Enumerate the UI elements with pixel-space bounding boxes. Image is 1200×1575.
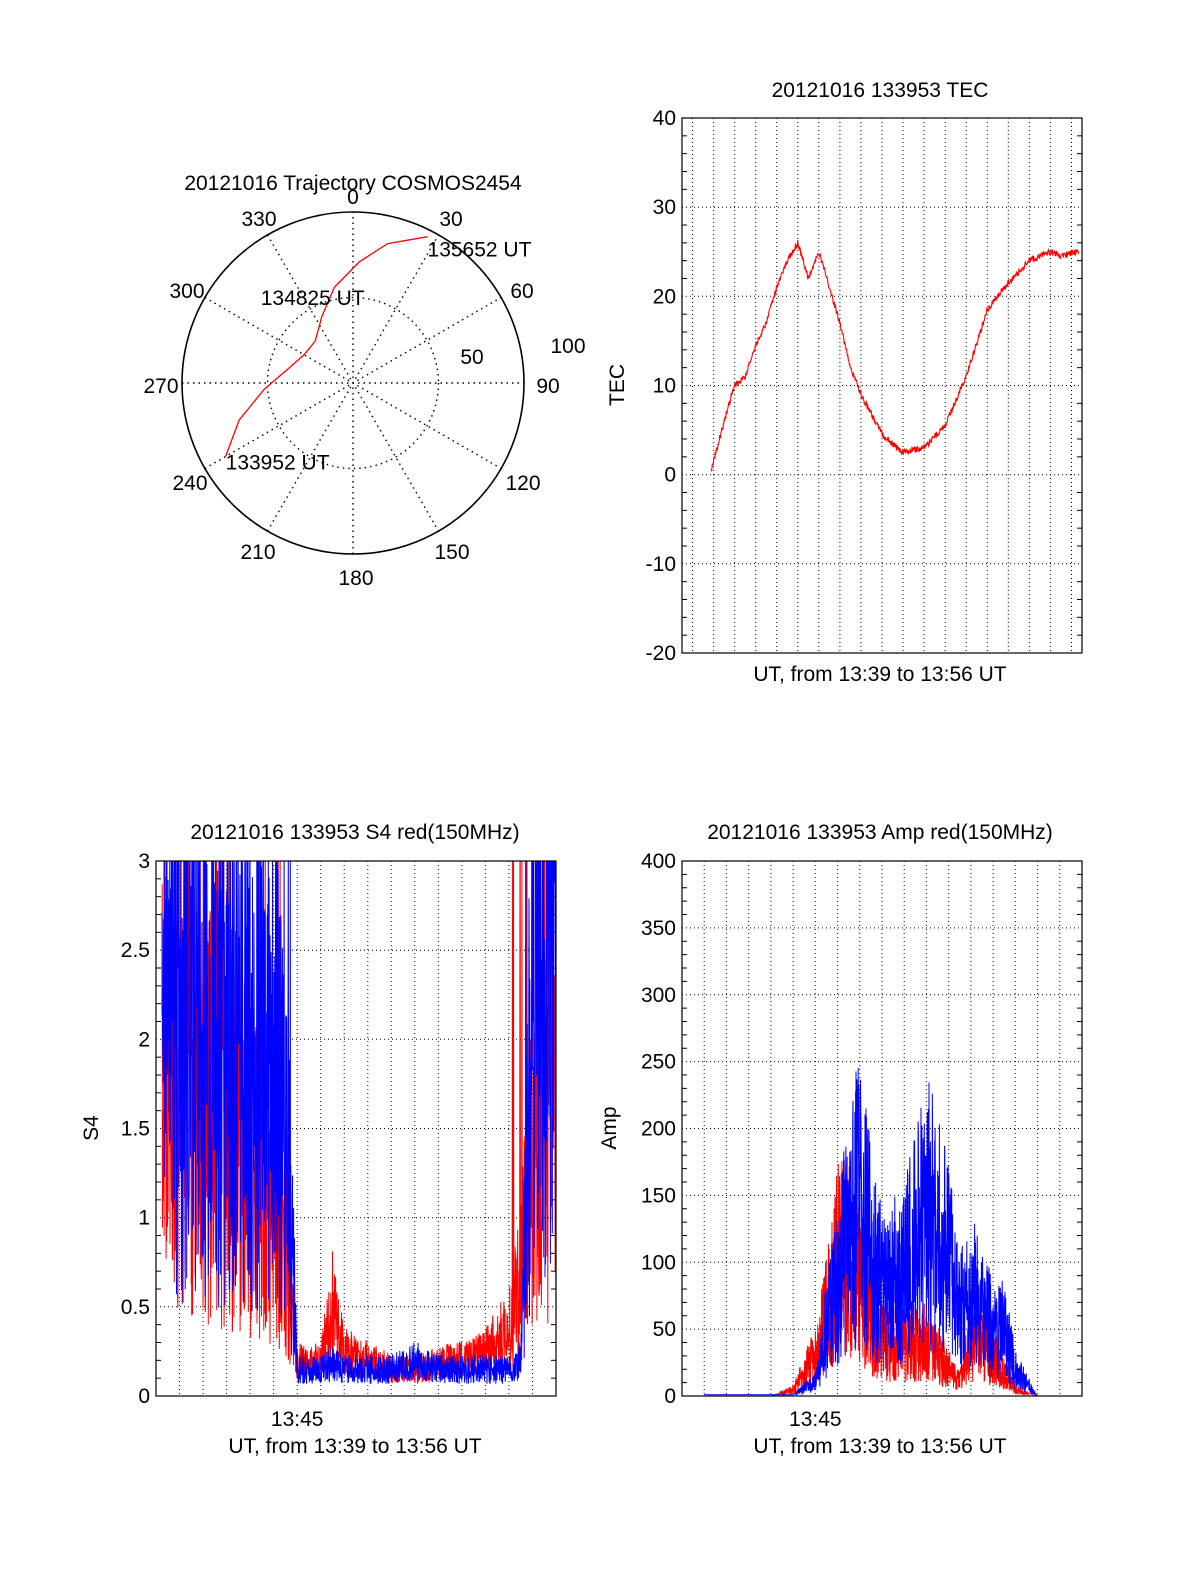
amp-y-tick-label: 100 [641, 1251, 676, 1274]
amp-series-line-0 [704, 1160, 1082, 1396]
polar-azimuth-label-150: 150 [434, 541, 469, 564]
tec-series [710, 240, 1080, 472]
polar-azimuth-label-270: 270 [143, 375, 178, 398]
polar-azimuth-labels: 0 30 60 90 120 150 180 210 240 270 300 330 [143, 186, 559, 590]
amp-xlabel: UT, from 13:39 to 13:56 UT [753, 1435, 1006, 1458]
amp-y-tick-label: 300 [641, 984, 676, 1007]
polar-annotation-2: 135652 UT [428, 239, 532, 262]
amp-ylabel: Amp [598, 1106, 621, 1149]
amp-plot-frame [681, 860, 1083, 1397]
tec-title: 20121016 133953 TEC [772, 79, 989, 102]
amp-title: 20121016 133953 Amp red(150MHz) [707, 821, 1053, 844]
tec-grid [682, 118, 1082, 653]
polar-ring-50 [266, 296, 440, 470]
polar-azimuth-label-30: 30 [439, 208, 462, 231]
amp-y-tick-label: 250 [641, 1051, 676, 1074]
s4-y-tick-label: 1 [138, 1207, 150, 1230]
s4-y-tick-label: 0 [138, 1385, 150, 1408]
polar-azimuth-label-90: 90 [536, 375, 559, 398]
s4-ylabel: S4 [80, 1115, 103, 1141]
polar-azimuth-label-240: 240 [172, 472, 207, 495]
amp-series [704, 1067, 1082, 1396]
polar-annotation-1: 134825 UT [261, 287, 365, 310]
amp-y-tick-label: 150 [641, 1184, 676, 1207]
amp-y-tick-label: 400 [641, 850, 676, 873]
s4-y-tick-label: 0.5 [121, 1296, 150, 1319]
polar-annotations: 133952 UT 134825 UT 135652 UT [226, 239, 532, 475]
tec-y-tick-label: 0 [664, 464, 676, 487]
s4-x-tick-labels: 13:45 [271, 1408, 324, 1431]
amp-y-tick-label: 200 [641, 1118, 676, 1141]
s4-y-tick-label: 2.5 [121, 939, 150, 962]
tec-y-tick-label: 40 [653, 107, 676, 130]
s4-y-tick-label: 1.5 [121, 1118, 150, 1141]
polar-azimuth-label-300: 300 [169, 280, 204, 303]
tec-y-tick-label: 20 [653, 285, 676, 308]
polar-radius-label-50: 50 [460, 346, 483, 369]
tec-y-tick-labels: -20 -10 0 10 20 30 40 [646, 107, 676, 665]
polar-azimuth-label-0: 0 [347, 186, 359, 209]
polar-title: 20121016 Trajectory COSMOS2454 [184, 172, 522, 195]
amp-x-tick-labels: 13:45 [789, 1408, 842, 1431]
tec-plot-frame [681, 117, 1083, 654]
s4-title: 20121016 133953 S4 red(150MHz) [190, 821, 519, 844]
tec-xlabel: UT, from 13:39 to 13:56 UT [753, 663, 1006, 686]
s4-series [161, 861, 556, 1384]
s4-xlabel: UT, from 13:39 to 13:56 UT [228, 1435, 481, 1458]
polar-spoke-150 [266, 234, 440, 532]
s4-y-tick-label: 3 [138, 850, 150, 873]
tec-y-tick-label: -10 [646, 553, 676, 576]
s4-chart: 20121016 133953 S4 red(150MHz) 0 0.5 1 1.5 2… [80, 821, 557, 1458]
amp-x-tick-label: 13:45 [789, 1408, 842, 1431]
tec-chart: 20121016 133953 TEC -20 -10 0 10 20 30 40 UT, … [606, 79, 1083, 686]
tec-y-tick-label: 10 [653, 375, 676, 398]
s4-series-line-1 [161, 861, 556, 1384]
amp-y-tick-labels: 0 50 100 150 200 250 300 350 400 [641, 850, 676, 1408]
s4-x-tick-label: 13:45 [271, 1408, 324, 1431]
polar-azimuth-label-180: 180 [338, 567, 373, 590]
polar-azimuth-label-60: 60 [510, 280, 533, 303]
polar-azimuth-label-210: 210 [240, 541, 275, 564]
polar-annotation-0: 133952 UT [226, 452, 330, 475]
polar-radius-label-100: 100 [550, 335, 585, 358]
tec-y-tick-label: -20 [646, 642, 676, 665]
s4-y-tick-label: 2 [138, 1028, 150, 1051]
tec-series-line-0 [710, 240, 1080, 472]
s4-y-tick-labels: 0 0.5 1 1.5 2 2.5 3 [121, 850, 150, 1408]
amp-y-tick-label: 350 [641, 917, 676, 940]
s4-plot-frame [155, 860, 557, 1397]
amp-series-line-1 [704, 1067, 1082, 1396]
polar-trajectory [224, 236, 428, 457]
amp-chart: 20121016 133953 Amp red(150MHz) 0 50 100 15… [598, 821, 1083, 1458]
tec-ylabel: TEC [606, 364, 629, 406]
polar-azimuth-label-330: 330 [241, 208, 276, 231]
amp-y-tick-label: 0 [664, 1385, 676, 1408]
polar-chart: 20121016 Trajectory COSMOS2454 0 30 60 90 12… [143, 172, 585, 590]
amp-y-tick-label: 50 [653, 1318, 676, 1341]
polar-grid [181, 211, 525, 555]
tec-y-tick-label: 30 [653, 196, 676, 219]
polar-azimuth-label-120: 120 [505, 472, 540, 495]
polar-trajectory-line-0 [224, 236, 428, 457]
